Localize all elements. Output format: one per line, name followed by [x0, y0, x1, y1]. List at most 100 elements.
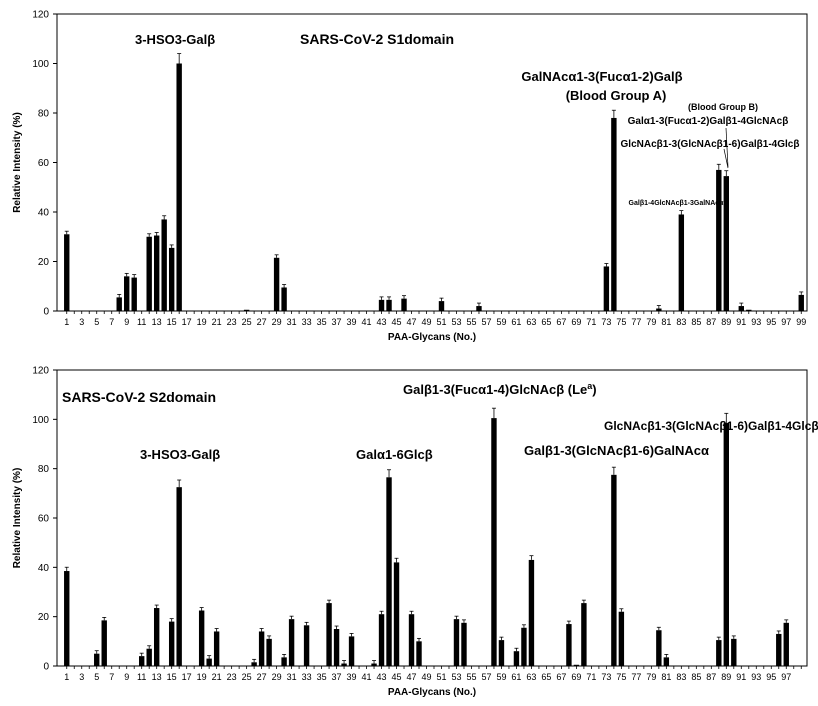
- x-tick-label: 41: [362, 672, 372, 682]
- bar: [378, 299, 385, 311]
- x-tick-label: 75: [616, 317, 626, 327]
- x-tick-label: 3: [79, 672, 84, 682]
- x-tick-label: 37: [332, 317, 342, 327]
- y-tick-label: 0: [43, 662, 49, 673]
- x-tick-label: 77: [631, 317, 641, 327]
- bars: [64, 407, 789, 666]
- bar: [198, 610, 205, 666]
- x-axis: 1 3 5 7 9 11 13 15 17 19 21 23 25 27 29 31 33 35 37 39 41 43 4…: [64, 666, 802, 682]
- x-tick-label: 49: [421, 672, 431, 682]
- x-tick-label: 83: [676, 317, 686, 327]
- bar: [168, 247, 175, 311]
- bar: [618, 611, 625, 666]
- x-tick-label: 7: [109, 317, 114, 327]
- bar: [656, 630, 662, 666]
- x-tick-label: 55: [466, 317, 476, 327]
- x-tick-label: 83: [676, 672, 686, 682]
- x-tick-label: 63: [526, 317, 536, 327]
- x-tick-label: 67: [556, 317, 566, 327]
- x-tick-label: 89: [721, 317, 731, 327]
- bar: [461, 622, 467, 666]
- x-tick-label: 47: [407, 317, 417, 327]
- x-axis-label: PAA-Glycans (No.): [388, 332, 476, 343]
- bar: [723, 176, 730, 311]
- bar: [566, 624, 572, 666]
- x-tick-label: 25: [242, 672, 252, 682]
- chart-title: SARS-CoV-2 S2domain: [62, 389, 216, 405]
- bar: [266, 638, 272, 666]
- bar: [656, 308, 662, 311]
- bar: [528, 559, 535, 666]
- x-tick-label: 31: [287, 672, 297, 682]
- bar: [124, 276, 130, 311]
- bar: [213, 631, 220, 666]
- bar: [386, 299, 392, 311]
- y-tick-label: 100: [32, 59, 49, 70]
- bar: [371, 663, 377, 666]
- x-tick-label: 79: [646, 317, 656, 327]
- x-tick-label: 87: [706, 317, 716, 327]
- x-tick-label: 51: [436, 672, 446, 682]
- bar: [453, 619, 460, 666]
- x-tick-label: 69: [571, 317, 581, 327]
- x-tick-label: 35: [317, 672, 327, 682]
- x-tick-label: 99: [796, 317, 806, 327]
- x-tick-label: 1: [64, 317, 69, 327]
- bar: [611, 474, 617, 666]
- x-tick-label: 97: [781, 672, 791, 682]
- bar: [716, 169, 722, 311]
- x-tick-label: 43: [377, 317, 387, 327]
- x-axis-label: PAA-Glycans (No.): [388, 687, 476, 698]
- y-tick-label: 20: [38, 612, 50, 623]
- x-tick-label: 93: [751, 317, 761, 327]
- annotation: (Blood Group A): [566, 88, 667, 103]
- x-tick-label: 33: [302, 317, 312, 327]
- annotation: GlcNAcβ1-3(GlcNAcβ1-6)Galβ1-4Glcβ: [621, 139, 800, 150]
- bar: [138, 656, 145, 666]
- x-tick-label: 71: [586, 672, 596, 682]
- x-tick-label: 39: [347, 672, 357, 682]
- bar: [738, 306, 744, 311]
- y-tick-label: 60: [38, 158, 50, 169]
- x-tick-label: 23: [227, 317, 237, 327]
- bar: [723, 423, 730, 666]
- bar: [746, 309, 752, 311]
- bar: [341, 663, 347, 666]
- bars: [64, 53, 804, 311]
- bar: [581, 603, 587, 666]
- x-tick-label: 69: [571, 672, 581, 682]
- annotation-leader-line: [723, 148, 729, 169]
- bar: [243, 309, 250, 311]
- x-tick-label: 19: [197, 317, 207, 327]
- y-tick-label: 40: [38, 208, 50, 219]
- x-tick-label: 61: [511, 317, 521, 327]
- y-tick-label: 20: [38, 257, 50, 268]
- x-tick-label: 41: [362, 317, 372, 327]
- bar: [498, 640, 505, 666]
- bar: [273, 257, 280, 311]
- bar: [153, 608, 160, 666]
- bar: [206, 658, 212, 666]
- x-tick-label: 67: [556, 672, 566, 682]
- x-axis: 1 3 5 7 9 11 13 15 17 19 21 23 25 27 29 31 33 35 37 39 41 43 4…: [64, 311, 806, 327]
- x-tick-label: 61: [511, 672, 521, 682]
- bar: [146, 648, 152, 666]
- x-tick-label: 97: [781, 317, 791, 327]
- x-tick-label: 13: [152, 672, 162, 682]
- bar: [326, 603, 332, 666]
- x-tick-label: 43: [377, 672, 387, 682]
- x-tick-label: 23: [227, 672, 237, 682]
- bar: [303, 625, 310, 666]
- x-tick-label: 29: [272, 317, 282, 327]
- x-tick-label: 27: [257, 672, 267, 682]
- bar: [731, 638, 737, 666]
- bar: [783, 622, 789, 666]
- x-tick-label: 25: [242, 317, 252, 327]
- bar: [513, 651, 520, 666]
- bar: [678, 214, 685, 311]
- x-tick-label: 33: [302, 672, 312, 682]
- y-axis: 0 20 40 60 80 100 120: [32, 366, 57, 673]
- bar: [386, 477, 392, 666]
